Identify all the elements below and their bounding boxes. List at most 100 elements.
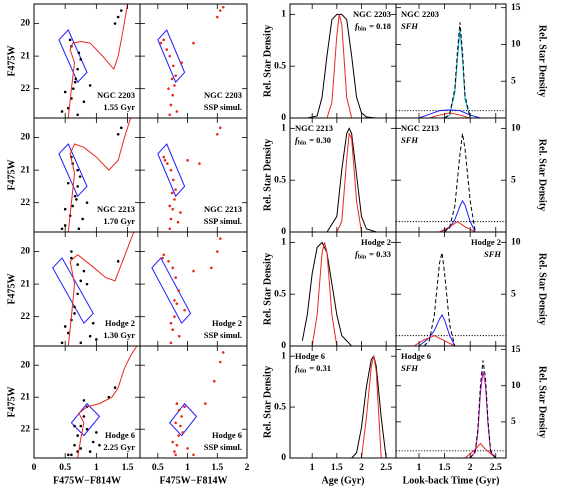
annotation: NGC 2203 <box>97 90 135 100</box>
annotation: fbin = 0.30 <box>295 135 331 147</box>
star <box>107 395 111 399</box>
star <box>169 217 173 221</box>
star <box>73 312 76 315</box>
y-tick-label: 22 <box>21 198 31 208</box>
star <box>81 217 84 221</box>
star <box>76 263 79 266</box>
star <box>85 427 89 431</box>
annotation: NGC 2213 <box>97 204 135 214</box>
panel: 20 21 22 F475W Hodge 2 1.30 Gyr <box>6 231 141 347</box>
panel-frame <box>139 117 248 233</box>
selection-box <box>58 143 88 198</box>
x-axis-label: F475W−F814W <box>160 475 228 486</box>
panel-frame <box>395 345 507 459</box>
star <box>98 443 101 447</box>
annotation: SFH <box>401 21 418 31</box>
y-tick-label: 1 <box>281 10 286 20</box>
annotation: fbin = 0.31 <box>295 363 331 375</box>
y-axis-label: Rel. Star Density <box>262 253 273 325</box>
star <box>180 415 183 418</box>
star <box>79 58 83 61</box>
star <box>63 90 67 94</box>
star <box>175 402 179 405</box>
star <box>85 201 89 204</box>
y-tick-label: 5 <box>511 76 516 86</box>
y-tick-label: 0 <box>281 453 286 463</box>
star <box>66 181 70 185</box>
star <box>173 315 176 318</box>
star <box>76 292 79 296</box>
star <box>165 48 169 51</box>
star <box>177 408 181 412</box>
density-curve <box>326 127 377 232</box>
panel: 5 10 Rel. Star Density NGC 2213 SFH <box>395 117 548 233</box>
x-tick-label: 1 <box>417 463 422 473</box>
annotation: NGC 2203 <box>401 9 439 19</box>
star <box>167 87 170 90</box>
y-tick-label: 22 <box>21 424 31 434</box>
star <box>76 168 79 172</box>
star <box>171 440 174 444</box>
star <box>218 9 222 12</box>
density-curve <box>351 355 387 458</box>
plot-area <box>58 118 132 232</box>
x-axis-label: Age (Gyr) <box>321 475 364 486</box>
star <box>60 227 64 231</box>
x-tick-label: 2 <box>359 463 364 473</box>
star <box>68 38 72 42</box>
panel-frame <box>33 231 141 347</box>
star <box>170 77 174 81</box>
panel: 5 10 Rel. Star Density Hodge 2 SFH <box>395 231 548 347</box>
star <box>79 424 83 428</box>
star <box>74 77 78 81</box>
density-curve <box>336 131 362 232</box>
annotation-subscript: bin <box>298 141 307 147</box>
density-curve <box>444 133 476 232</box>
star <box>169 168 173 172</box>
x-tick-label: 0.5 <box>59 463 71 473</box>
x-axis-label: F475W−F814W <box>53 475 121 486</box>
star <box>73 443 76 447</box>
annotation-subscript: bin <box>358 255 367 261</box>
plot-area <box>157 126 222 231</box>
star <box>116 15 120 19</box>
annotation: SFH <box>401 135 418 145</box>
annotation-part: = 0.30 <box>309 135 331 145</box>
panel-frame <box>139 231 248 347</box>
y-tick-label: 1 <box>281 351 286 361</box>
star <box>159 41 163 45</box>
star <box>170 191 174 195</box>
panel-frame <box>139 345 248 459</box>
star <box>71 204 74 208</box>
annotation: NGC 2203 <box>353 9 391 19</box>
star <box>70 256 73 260</box>
star <box>82 100 86 104</box>
star <box>113 386 117 389</box>
density-curve <box>439 221 476 232</box>
star <box>183 405 186 409</box>
y-tick-label: 22 <box>21 312 31 322</box>
star <box>215 15 219 19</box>
panel-frame <box>139 3 248 119</box>
star <box>213 379 216 383</box>
y-tick-label: 15 <box>511 345 521 355</box>
isochrone <box>77 346 138 458</box>
star <box>215 132 219 136</box>
annotation: Hodge 6 <box>401 351 431 361</box>
star <box>116 132 120 136</box>
isochrone <box>67 4 129 118</box>
star <box>82 269 86 273</box>
annotation: NGC 2213 <box>295 123 333 133</box>
y-tick-label: 0.5 <box>274 61 286 71</box>
panel: NGC 2213 SSP simul. <box>139 117 248 233</box>
star <box>95 338 98 341</box>
star <box>79 279 83 283</box>
selection-box <box>157 29 186 84</box>
star <box>186 159 189 162</box>
x-tick-label: 1 <box>310 463 315 473</box>
star <box>73 194 77 198</box>
plot-area <box>326 127 377 232</box>
plot-area <box>157 5 225 117</box>
annotation-part: = 0.18 <box>369 21 391 31</box>
star <box>162 253 166 257</box>
